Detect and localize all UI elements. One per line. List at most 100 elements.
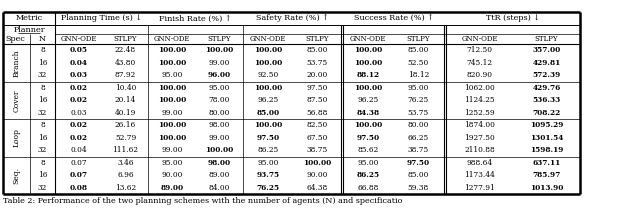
Text: 0.08: 0.08 bbox=[70, 184, 88, 192]
Text: 100.00: 100.00 bbox=[158, 46, 186, 54]
Text: 100.00: 100.00 bbox=[158, 121, 186, 129]
Text: 100.00: 100.00 bbox=[158, 59, 186, 67]
Text: 32: 32 bbox=[38, 146, 47, 154]
Text: 8: 8 bbox=[40, 159, 45, 167]
Text: 90.00: 90.00 bbox=[161, 171, 182, 179]
Text: Table 2: Performance of the two planning schemes with the number of agents (N) a: Table 2: Performance of the two planning… bbox=[3, 197, 403, 205]
Text: GNN-ODE: GNN-ODE bbox=[250, 35, 286, 43]
Text: 97.50: 97.50 bbox=[407, 159, 430, 167]
Text: 100.00: 100.00 bbox=[354, 121, 382, 129]
Text: 89.00: 89.00 bbox=[161, 184, 184, 192]
Text: 95.00: 95.00 bbox=[161, 159, 182, 167]
Text: 53.75: 53.75 bbox=[408, 109, 429, 117]
Text: 1301.54: 1301.54 bbox=[530, 134, 563, 142]
Text: GNN-ODE: GNN-ODE bbox=[461, 35, 498, 43]
Text: 1598.19: 1598.19 bbox=[530, 146, 563, 154]
Text: 97.50: 97.50 bbox=[257, 134, 280, 142]
Text: 80.00: 80.00 bbox=[209, 109, 230, 117]
Text: 87.50: 87.50 bbox=[307, 96, 328, 104]
Text: 93.75: 93.75 bbox=[257, 171, 280, 179]
Text: 53.75: 53.75 bbox=[307, 59, 328, 67]
Text: 429.81: 429.81 bbox=[532, 59, 561, 67]
Text: 820.90: 820.90 bbox=[467, 71, 493, 79]
Text: N: N bbox=[39, 35, 46, 43]
Text: GNN-ODE: GNN-ODE bbox=[350, 35, 386, 43]
Text: 0.02: 0.02 bbox=[70, 84, 88, 92]
Text: 572.39: 572.39 bbox=[532, 71, 561, 79]
Text: 96.25: 96.25 bbox=[257, 96, 278, 104]
Text: 0.02: 0.02 bbox=[70, 121, 88, 129]
Text: 85.62: 85.62 bbox=[357, 146, 379, 154]
Text: 100.00: 100.00 bbox=[254, 59, 282, 67]
Text: 0.02: 0.02 bbox=[70, 134, 88, 142]
Text: 89.00: 89.00 bbox=[209, 171, 230, 179]
Text: 22.48: 22.48 bbox=[115, 46, 136, 54]
Text: 1124.25: 1124.25 bbox=[464, 96, 495, 104]
Text: 745.12: 745.12 bbox=[467, 59, 493, 67]
Text: 96.25: 96.25 bbox=[357, 96, 379, 104]
Text: 1095.29: 1095.29 bbox=[530, 121, 563, 129]
Text: 18.12: 18.12 bbox=[408, 71, 429, 79]
Text: 95.00: 95.00 bbox=[161, 71, 182, 79]
Text: 67.50: 67.50 bbox=[307, 134, 328, 142]
Text: 26.16: 26.16 bbox=[115, 121, 136, 129]
Text: 1062.00: 1062.00 bbox=[464, 84, 495, 92]
Text: 0.05: 0.05 bbox=[70, 46, 88, 54]
Text: 96.00: 96.00 bbox=[208, 71, 231, 79]
Text: 357.00: 357.00 bbox=[532, 46, 561, 54]
Text: 0.03: 0.03 bbox=[70, 71, 88, 79]
Text: 429.76: 429.76 bbox=[532, 84, 561, 92]
Text: 98.00: 98.00 bbox=[209, 121, 230, 129]
Text: 0.07: 0.07 bbox=[70, 159, 87, 167]
Text: GNN-ODE: GNN-ODE bbox=[61, 35, 97, 43]
Text: 100.00: 100.00 bbox=[158, 134, 186, 142]
Text: 85.00: 85.00 bbox=[408, 46, 429, 54]
Text: 0.03: 0.03 bbox=[71, 109, 87, 117]
Text: 80.00: 80.00 bbox=[408, 121, 429, 129]
Text: 84.00: 84.00 bbox=[209, 184, 230, 192]
Text: 16: 16 bbox=[38, 59, 47, 67]
Text: STLPY: STLPY bbox=[114, 35, 138, 43]
Text: Success Rate (%) ↑: Success Rate (%) ↑ bbox=[353, 14, 433, 23]
Text: 64.38: 64.38 bbox=[307, 184, 328, 192]
Text: 712.50: 712.50 bbox=[467, 46, 493, 54]
Text: 16: 16 bbox=[38, 171, 47, 179]
Text: 98.00: 98.00 bbox=[208, 159, 231, 167]
Text: STLPY: STLPY bbox=[305, 35, 329, 43]
Text: 99.00: 99.00 bbox=[161, 109, 182, 117]
Text: 100.00: 100.00 bbox=[254, 84, 282, 92]
Text: 3.46: 3.46 bbox=[117, 159, 134, 167]
Text: 87.92: 87.92 bbox=[115, 71, 136, 79]
Text: Planning Time (s) ↓: Planning Time (s) ↓ bbox=[61, 14, 142, 23]
Text: 95.00: 95.00 bbox=[257, 159, 278, 167]
Text: 38.75: 38.75 bbox=[408, 146, 429, 154]
Text: Branch: Branch bbox=[13, 49, 20, 76]
Text: 111.62: 111.62 bbox=[113, 146, 138, 154]
Text: 85.00: 85.00 bbox=[307, 46, 328, 54]
Text: 536.33: 536.33 bbox=[532, 96, 561, 104]
Text: 43.80: 43.80 bbox=[115, 59, 136, 67]
Text: 66.25: 66.25 bbox=[408, 134, 429, 142]
Text: STLPY: STLPY bbox=[406, 35, 430, 43]
Text: Seq.: Seq. bbox=[13, 167, 20, 184]
Text: 16: 16 bbox=[38, 96, 47, 104]
Text: 99.00: 99.00 bbox=[209, 134, 230, 142]
Text: 16: 16 bbox=[38, 134, 47, 142]
Text: 85.00: 85.00 bbox=[257, 109, 280, 117]
Text: TtR (steps) ↓: TtR (steps) ↓ bbox=[486, 14, 540, 23]
Text: Finish Rate (%) ↑: Finish Rate (%) ↑ bbox=[159, 14, 232, 23]
Text: 0.02: 0.02 bbox=[70, 96, 88, 104]
Text: Planner: Planner bbox=[13, 25, 45, 33]
Text: Safety Rate (%) ↑: Safety Rate (%) ↑ bbox=[255, 14, 328, 23]
Text: 8: 8 bbox=[40, 121, 45, 129]
Text: 99.00: 99.00 bbox=[161, 146, 182, 154]
Text: 1874.00: 1874.00 bbox=[464, 121, 495, 129]
Text: 708.22: 708.22 bbox=[532, 109, 561, 117]
Text: 100.00: 100.00 bbox=[254, 46, 282, 54]
Text: 20.00: 20.00 bbox=[307, 71, 328, 79]
Text: 8: 8 bbox=[40, 46, 45, 54]
Text: 100.00: 100.00 bbox=[205, 146, 234, 154]
Text: STLPY: STLPY bbox=[534, 35, 558, 43]
Text: 76.25: 76.25 bbox=[408, 96, 429, 104]
Text: Metric: Metric bbox=[15, 14, 43, 23]
